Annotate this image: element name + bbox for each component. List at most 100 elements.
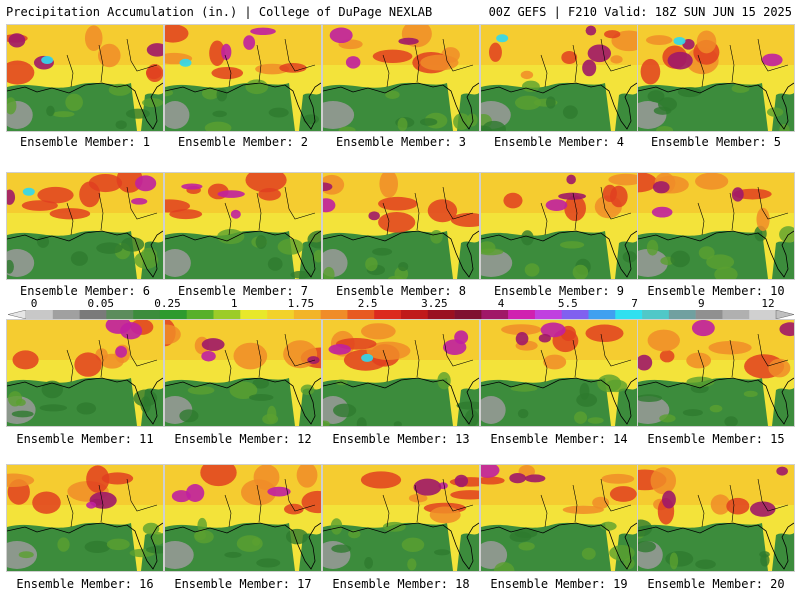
ensemble-member-label: Ensemble Member: 20 xyxy=(647,577,785,591)
colorbar-tick-label: 4 xyxy=(497,297,505,310)
ensemble-member-label: Ensemble Member: 11 xyxy=(16,432,154,446)
colorbar-bin xyxy=(186,310,214,319)
ensemble-member-label: Ensemble Member: 2 xyxy=(177,135,309,149)
ensemble-member-label: Ensemble Member: 17 xyxy=(174,577,312,591)
ensemble-map-panel xyxy=(7,465,163,571)
colorbar-bin xyxy=(668,310,696,319)
precipitation-map xyxy=(165,465,321,571)
precipitation-map xyxy=(323,25,479,131)
ensemble-map-panel xyxy=(165,173,321,279)
precipitation-map xyxy=(638,173,794,279)
colorbar-bin xyxy=(26,310,54,319)
colorbar-bin xyxy=(52,310,80,319)
colorbar-tick-label: 1.75 xyxy=(287,297,315,310)
ensemble-map-panel xyxy=(638,25,794,131)
ensemble-member-label: Ensemble Member: 7 xyxy=(177,284,309,298)
model-run-label: 00Z GEFS | F210 Valid: 18Z SUN JUN 15 20… xyxy=(488,5,792,19)
colorbar-tick-label: 0.25 xyxy=(154,297,181,310)
ensemble-map-panel xyxy=(638,173,794,279)
ensemble-map-panel xyxy=(481,173,637,279)
ensemble-member-label: Ensemble Member: 16 xyxy=(16,577,154,591)
colorbar-bin xyxy=(615,310,643,319)
colorbar-bin xyxy=(213,310,241,319)
colorbar-labels: 0 0.05 0.25 1 1.75 2.5 3.25 4 5.5 7 9 12 xyxy=(8,298,794,309)
ensemble-member-label: Ensemble Member: 15 xyxy=(647,432,785,446)
colorbar-bin xyxy=(642,310,670,319)
precipitation-map xyxy=(638,25,794,131)
map-title: Precipitation Accumulation (in.) | Colle… xyxy=(6,5,433,19)
ensemble-map-panel xyxy=(323,173,479,279)
colorbar-strip xyxy=(8,310,794,319)
ensemble-member-label: Ensemble Member: 13 xyxy=(332,432,470,446)
ensemble-member-label: Ensemble Member: 9 xyxy=(493,284,625,298)
colorbar-tick-label: 5.5 xyxy=(557,297,578,310)
colorbar-bin xyxy=(133,310,161,319)
ensemble-member-label: Ensemble Member: 4 xyxy=(493,135,625,149)
ensemble-map-panel xyxy=(481,465,637,571)
ensemble-map-panel xyxy=(7,173,163,279)
colorbar-bin xyxy=(722,310,750,319)
colorbar-bin xyxy=(374,310,402,319)
ensemble-member-label: Ensemble Member: 12 xyxy=(174,432,312,446)
colorbar-bin xyxy=(508,310,536,319)
colorbar-tick-label: 9 xyxy=(697,297,705,310)
ensemble-member-label: Ensemble Member: 1 xyxy=(19,135,151,149)
precipitation-map xyxy=(7,465,163,571)
ensemble-member-label: Ensemble Member: 18 xyxy=(332,577,470,591)
ensemble-map-panel xyxy=(481,25,637,131)
colorbar-tick-label: 0 xyxy=(30,297,38,310)
colorbar-bin xyxy=(481,310,509,319)
precipitation-map xyxy=(638,465,794,571)
colorbar-bin xyxy=(695,310,723,319)
colorbar-bin xyxy=(534,310,563,319)
colorbar-tick-label: 7 xyxy=(631,297,638,310)
colorbar-bin xyxy=(401,310,429,319)
precipitation-map xyxy=(165,320,321,426)
ensemble-map-panel xyxy=(165,320,321,426)
precipitation-map xyxy=(165,173,321,279)
precipitation-map xyxy=(7,25,163,131)
ensemble-member-label: Ensemble Member: 10 xyxy=(647,284,785,298)
ensemble-map-panel xyxy=(165,465,321,571)
colorbar-bin xyxy=(320,310,348,319)
ensemble-member-label: Ensemble Member: 8 xyxy=(335,284,467,298)
ensemble-member-label: Ensemble Member: 5 xyxy=(650,135,782,149)
colorbar-tick-label: 1 xyxy=(230,297,238,310)
colorbar-bin xyxy=(240,310,268,319)
ensemble-map-panel xyxy=(323,465,479,571)
precipitation-map xyxy=(165,25,321,131)
colorbar-max-arrow xyxy=(775,310,794,319)
colorbar-bin xyxy=(347,310,375,319)
ensemble-map-panel xyxy=(481,320,637,426)
colorbar-bin xyxy=(106,310,134,319)
colorbar-tick-label: 3.25 xyxy=(421,297,448,310)
colorbar-bin xyxy=(427,310,455,319)
colorbar-tick-label: 2.5 xyxy=(357,297,378,310)
precipitation-map xyxy=(481,173,637,279)
colorbar-min-arrow xyxy=(8,310,27,319)
colorbar-bin xyxy=(159,310,188,319)
precipitation-map xyxy=(7,320,163,426)
colorbar: 0 0.05 0.25 1 1.75 2.5 3.25 4 5.5 7 9 12 xyxy=(8,298,794,320)
colorbar-bin xyxy=(267,310,295,319)
ensemble-member-label: Ensemble Member: 19 xyxy=(490,577,628,591)
colorbar-bin xyxy=(588,310,616,319)
precipitation-map xyxy=(323,320,479,426)
ensemble-map-panel xyxy=(323,25,479,131)
ensemble-map-panel xyxy=(638,465,794,571)
precipitation-map xyxy=(323,173,479,279)
precipitation-map xyxy=(323,465,479,571)
precipitation-map xyxy=(638,320,794,426)
colorbar-tick-label: 12 xyxy=(761,297,775,310)
precipitation-map xyxy=(481,465,637,571)
ensemble-map-panel xyxy=(7,320,163,426)
colorbar-bin xyxy=(454,310,482,319)
colorbar-bin xyxy=(79,310,107,319)
colorbar-tick-label: 0.05 xyxy=(87,297,114,310)
ensemble-map-panel xyxy=(638,320,794,426)
ensemble-member-label: Ensemble Member: 3 xyxy=(335,135,467,149)
ensemble-map-panel xyxy=(323,320,479,426)
precipitation-map xyxy=(481,25,637,131)
colorbar-bin xyxy=(749,310,777,319)
ensemble-map-panel xyxy=(7,25,163,131)
